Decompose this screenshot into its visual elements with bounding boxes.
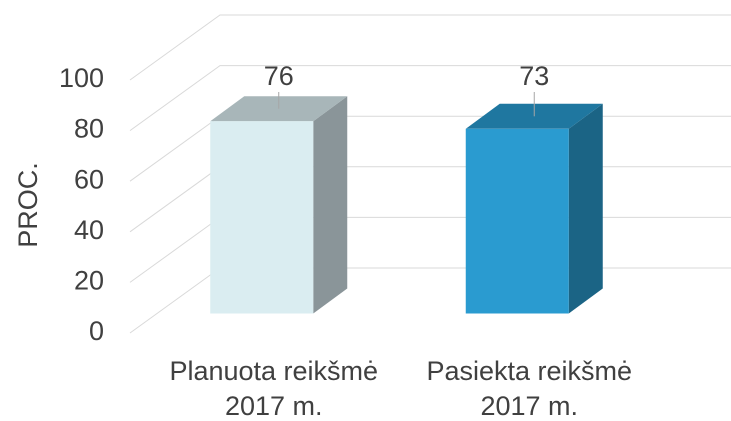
x-tick-label: Planuota reikšmė	[169, 356, 378, 386]
y-tick-label: 0	[89, 316, 104, 346]
y-tick-label: 100	[59, 63, 104, 93]
data-label: 73	[519, 61, 549, 91]
bar	[465, 128, 569, 314]
bar	[210, 121, 314, 314]
y-tick-label: 20	[74, 266, 104, 296]
x-tick-label: 2017 m.	[225, 391, 323, 421]
data-label: 76	[264, 61, 294, 91]
grid-line	[129, 14, 731, 81]
grid-line	[129, 65, 731, 132]
x-tick-label: Pasiekta reikšmė	[426, 356, 632, 386]
y-tick-label: 80	[74, 114, 104, 144]
bar-side	[313, 96, 348, 314]
x-tick-label: 2017 m.	[480, 391, 578, 421]
bar-side	[568, 103, 603, 314]
y-tick-label: 60	[74, 164, 104, 194]
y-axis-title: PROC.	[13, 162, 43, 248]
y-tick-label: 40	[74, 215, 104, 245]
